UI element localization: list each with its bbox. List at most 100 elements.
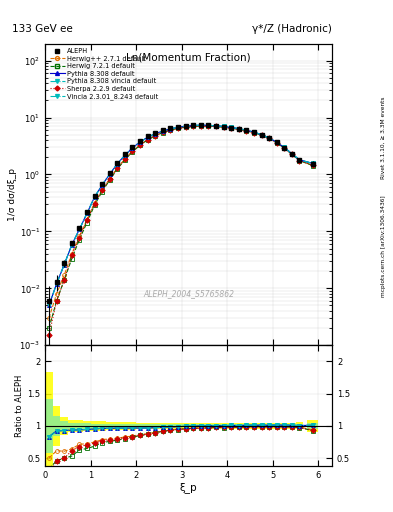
- Pythia 8.308 vincia default: [92, 194, 97, 200]
- Bar: [235, 423, 242, 429]
- Herwig 7.2.1 default: [252, 130, 256, 136]
- Herwig 7.2.1 default: [123, 157, 127, 163]
- Herwig 7.2.1 default: [259, 132, 264, 138]
- Sherpa 2.2.9 default: [297, 158, 302, 164]
- Herwig++ 2.7.1 default: [274, 140, 279, 146]
- Sherpa 2.2.9 default: [267, 135, 272, 141]
- Sherpa 2.2.9 default: [236, 126, 241, 133]
- Herwig++ 2.7.1 default: [267, 135, 272, 141]
- Bar: [307, 420, 318, 432]
- Bar: [205, 424, 212, 428]
- Herwig 7.2.1 default: [183, 124, 188, 130]
- Sherpa 2.2.9 default: [198, 123, 203, 129]
- Bar: [159, 423, 167, 429]
- Vincia 2.3.01_8.243 default: [145, 134, 150, 140]
- Vincia 2.3.01_8.243 default: [70, 242, 74, 248]
- Text: Rivet 3.1.10, ≥ 3.3M events: Rivet 3.1.10, ≥ 3.3M events: [381, 97, 386, 180]
- Pythia 8.308 default: [282, 144, 286, 151]
- Pythia 8.308 vincia default: [290, 151, 294, 157]
- Pythia 8.308 default: [92, 194, 97, 200]
- Pythia 8.308 default: [229, 124, 233, 131]
- Vincia 2.3.01_8.243 default: [252, 129, 256, 135]
- Vincia 2.3.01_8.243 default: [221, 123, 226, 130]
- Pythia 8.308 default: [221, 123, 226, 130]
- Bar: [265, 424, 273, 428]
- Pythia 8.308 default: [274, 139, 279, 145]
- Bar: [212, 424, 220, 428]
- Bar: [45, 399, 53, 453]
- Herwig++ 2.7.1 default: [107, 176, 112, 182]
- Pythia 8.308 vincia default: [54, 281, 59, 287]
- Herwig 7.2.1 default: [100, 188, 105, 195]
- Herwig++ 2.7.1 default: [290, 151, 294, 157]
- Bar: [68, 420, 75, 432]
- Sherpa 2.2.9 default: [191, 123, 196, 130]
- Sherpa 2.2.9 default: [123, 156, 127, 162]
- Pythia 8.308 default: [198, 122, 203, 129]
- Herwig 7.2.1 default: [176, 125, 180, 132]
- Vincia 2.3.01_8.243 default: [206, 122, 211, 129]
- Vincia 2.3.01_8.243 default: [92, 194, 97, 200]
- Sherpa 2.2.9 default: [252, 130, 256, 136]
- Pythia 8.308 default: [206, 122, 211, 129]
- Pythia 8.308 vincia default: [206, 122, 211, 129]
- Herwig++ 2.7.1 default: [206, 123, 211, 129]
- Vincia 2.3.01_8.243 default: [282, 144, 286, 151]
- Sherpa 2.2.9 default: [183, 124, 188, 130]
- Sherpa 2.2.9 default: [138, 142, 142, 148]
- Vincia 2.3.01_8.243 default: [259, 132, 264, 138]
- Herwig 7.2.1 default: [274, 140, 279, 146]
- Vincia 2.3.01_8.243 default: [153, 131, 158, 137]
- Pythia 8.308 default: [214, 123, 219, 129]
- Bar: [53, 416, 61, 436]
- Sherpa 2.2.9 default: [290, 151, 294, 157]
- Pythia 8.308 default: [145, 134, 150, 140]
- Vincia 2.3.01_8.243 default: [274, 139, 279, 145]
- Herwig++ 2.7.1 default: [176, 125, 180, 131]
- Vincia 2.3.01_8.243 default: [214, 123, 219, 129]
- Pythia 8.308 vincia default: [62, 262, 66, 268]
- Text: γ*/Z (Hadronic): γ*/Z (Hadronic): [252, 25, 332, 34]
- Herwig++ 2.7.1 default: [198, 123, 203, 129]
- Line: Pythia 8.308 default: Pythia 8.308 default: [47, 123, 315, 307]
- Pythia 8.308 default: [297, 157, 302, 163]
- Herwig 7.2.1 default: [267, 135, 272, 141]
- Vincia 2.3.01_8.243 default: [191, 122, 196, 129]
- Herwig++ 2.7.1 default: [62, 272, 66, 279]
- Pythia 8.308 default: [267, 135, 272, 141]
- Bar: [220, 423, 227, 429]
- Line: Pythia 8.308 vincia default: Pythia 8.308 vincia default: [47, 123, 315, 307]
- Vincia 2.3.01_8.243 default: [115, 161, 119, 167]
- Pythia 8.308 vincia default: [77, 226, 82, 232]
- Herwig++ 2.7.1 default: [244, 127, 249, 134]
- Pythia 8.308 vincia default: [274, 139, 279, 145]
- Bar: [281, 424, 288, 428]
- Pythia 8.308 default: [130, 145, 135, 151]
- Pythia 8.308 default: [290, 151, 294, 157]
- Bar: [182, 423, 189, 429]
- Bar: [98, 423, 106, 428]
- Pythia 8.308 vincia default: [252, 129, 256, 135]
- Sherpa 2.2.9 default: [47, 332, 51, 338]
- Herwig++ 2.7.1 default: [229, 125, 233, 131]
- Bar: [75, 423, 83, 429]
- Bar: [106, 421, 114, 430]
- Herwig++ 2.7.1 default: [123, 156, 127, 162]
- Pythia 8.308 vincia default: [168, 126, 173, 132]
- X-axis label: ξ_p: ξ_p: [180, 482, 197, 494]
- Pythia 8.308 default: [252, 129, 256, 135]
- Pythia 8.308 default: [107, 171, 112, 177]
- Bar: [61, 417, 68, 435]
- Bar: [288, 422, 296, 429]
- Herwig++ 2.7.1 default: [236, 126, 241, 132]
- Sherpa 2.2.9 default: [84, 217, 89, 223]
- Bar: [242, 423, 250, 429]
- Vincia 2.3.01_8.243 default: [198, 122, 203, 129]
- Pythia 8.308 default: [123, 152, 127, 158]
- Bar: [227, 423, 235, 429]
- Sherpa 2.2.9 default: [145, 137, 150, 143]
- Bar: [242, 424, 250, 428]
- Sherpa 2.2.9 default: [221, 124, 226, 130]
- Herwig 7.2.1 default: [282, 145, 286, 151]
- Bar: [258, 424, 265, 428]
